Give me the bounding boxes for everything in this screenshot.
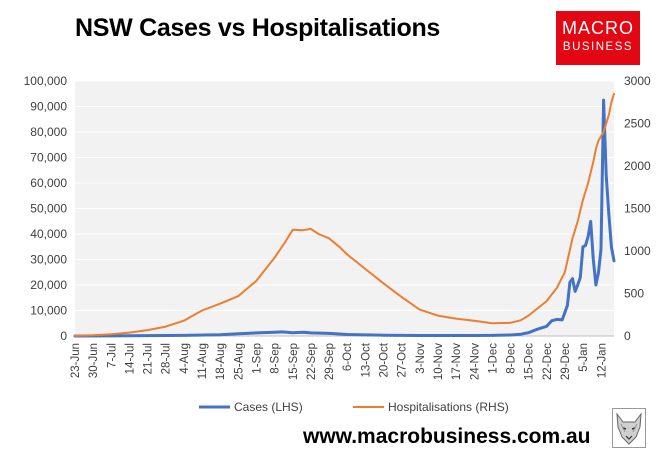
x-tick-label: 28-Jul xyxy=(161,343,173,374)
x-tick-label: 1-Dec xyxy=(487,343,499,374)
legend-label-cases: Cases (LHS) xyxy=(234,400,303,414)
x-tick-label: 1-Sep xyxy=(251,343,263,374)
x-tick-label: 23-Jun xyxy=(70,343,82,378)
macrobusiness-logo: MACRO BUSINESS xyxy=(556,11,640,65)
x-tick-label: 13-Oct xyxy=(360,342,372,377)
wolf-icon xyxy=(612,408,646,448)
x-tick-label: 18-Aug xyxy=(215,343,227,380)
left-axis-ticks: 0 10,000 20,000 30,000 40,000 50,000 60,000 70,… xyxy=(24,74,68,343)
x-tick-label: 5-Jan xyxy=(578,343,590,372)
x-tick-label: 8-Dec xyxy=(506,343,518,374)
x-tick-label: 3-Nov xyxy=(415,343,427,374)
x-tick-label: 24-Nov xyxy=(469,343,481,380)
x-tick-label: 20-Oct xyxy=(379,342,391,377)
x-tick-label: 27-Oct xyxy=(397,342,409,377)
x-tick-label: 7-Jul xyxy=(106,343,118,368)
right-axis-ticks: 0 500 1000 1500 2000 2500 3000 xyxy=(624,74,651,343)
left-tick-label: 80,000 xyxy=(30,125,67,139)
right-tick-label: 1000 xyxy=(624,244,651,258)
left-tick-label: 10,000 xyxy=(30,304,67,318)
x-tick-label: 11-Aug xyxy=(197,343,209,379)
right-tick-label: 0 xyxy=(624,329,631,343)
x-tick-label: 12-Jan xyxy=(596,343,608,378)
legend-label-hospitalisations: Hospitalisations (RHS) xyxy=(388,400,509,414)
x-tick-label: 8-Sep xyxy=(270,343,282,374)
x-tick-label: 25-Aug xyxy=(233,343,245,380)
right-tick-label: 2000 xyxy=(624,159,651,173)
left-tick-label: 70,000 xyxy=(30,151,67,165)
x-tick-label: 21-Jul xyxy=(143,343,155,374)
left-tick-label: 50,000 xyxy=(30,202,67,216)
gridlines xyxy=(75,80,614,337)
x-tick-label: 22-Sep xyxy=(306,343,318,380)
x-tick-label: 17-Nov xyxy=(451,343,463,380)
x-tick-label: 14-Jul xyxy=(124,343,136,374)
x-tick-label: 29-Sep xyxy=(324,343,336,380)
left-tick-label: 100,000 xyxy=(24,74,68,88)
x-tick-label: 30-Jun xyxy=(88,343,100,378)
x-tick-label: 10-Nov xyxy=(433,343,445,380)
logo-line1: MACRO xyxy=(562,18,634,38)
x-tick-label: 22-Dec xyxy=(542,343,554,380)
legend: Cases (LHS) Hospitalisations (RHS) xyxy=(199,400,509,414)
x-tick-label: 15-Sep xyxy=(288,343,300,380)
series-lines xyxy=(73,92,616,338)
left-tick-label: 40,000 xyxy=(30,227,67,241)
x-tick-label: 29-Dec xyxy=(560,343,572,380)
logo-line2: BUSINESS xyxy=(562,41,634,53)
series-line-cases xyxy=(73,98,616,338)
left-tick-label: 30,000 xyxy=(30,253,67,267)
footer-url: www.macrobusiness.com.au xyxy=(303,425,591,448)
x-tick-label: 6-Oct xyxy=(342,342,354,371)
right-tick-label: 3000 xyxy=(624,74,651,88)
x-tick-label: 4-Aug xyxy=(179,343,191,374)
x-axis-ticks: 23-Jun 30-Jun 7-Jul 14-Jul 21-Jul 28-Jul 4-Aug… xyxy=(70,342,608,380)
left-tick-label: 20,000 xyxy=(30,278,67,292)
left-tick-label: 0 xyxy=(60,329,67,343)
x-tick-label: 15-Dec xyxy=(524,343,536,380)
left-tick-label: 90,000 xyxy=(30,100,67,114)
right-tick-label: 500 xyxy=(624,287,644,301)
left-tick-label: 60,000 xyxy=(30,176,67,190)
chart-title: NSW Cases vs Hospitalisations xyxy=(75,14,441,42)
right-tick-label: 2500 xyxy=(624,117,651,131)
series-line-hospitalisations xyxy=(74,92,615,337)
right-tick-label: 1500 xyxy=(624,202,651,216)
